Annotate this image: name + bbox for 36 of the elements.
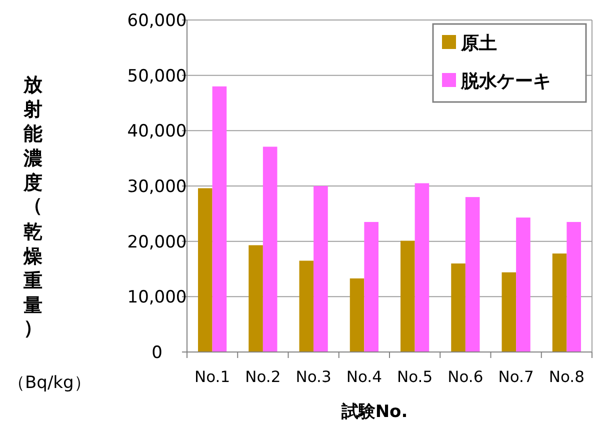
bar: [262, 146, 278, 352]
bar: [451, 263, 466, 352]
x-tick-label: No.3: [296, 368, 332, 386]
bar: [400, 240, 415, 352]
x-tick-label: No.6: [448, 368, 484, 386]
bar: [502, 272, 516, 352]
legend-label: 脱水ケーキ: [460, 70, 551, 92]
bar: [350, 278, 364, 352]
bar: [299, 260, 314, 352]
legend-label: 原土: [460, 32, 497, 54]
bar: [364, 222, 378, 352]
y-tick-label: 60,000: [127, 10, 187, 31]
bar: [552, 254, 567, 352]
bar: [212, 86, 227, 352]
bar: [198, 188, 212, 352]
y-tick-label: 30,000: [127, 176, 187, 197]
x-axis-title: 試験No.: [340, 402, 408, 422]
x-tick-label: No.1: [194, 368, 230, 386]
bar: [248, 245, 263, 352]
x-tick-label: No.7: [498, 368, 534, 386]
x-tick-label: No.5: [397, 368, 433, 386]
x-tick-label: No.4: [346, 368, 382, 386]
y-tick-label: 40,000: [127, 122, 187, 142]
bar: [566, 222, 581, 352]
y-tick-label: 10,000: [127, 288, 187, 308]
text: 放射能濃度（乾燥重量）: [24, 74, 42, 340]
bar: [465, 197, 480, 352]
text: （Bq/kg）: [8, 373, 91, 393]
bar: [516, 218, 530, 352]
x-tick-label: No.8: [548, 368, 584, 386]
x-tick-label: No.2: [245, 368, 281, 386]
y-tick-label: 50,000: [127, 66, 187, 86]
bar: [414, 183, 430, 352]
bar: [314, 186, 328, 352]
y-tick-label: 20,000: [127, 232, 187, 252]
y-tick-label: 0: [152, 342, 162, 363]
